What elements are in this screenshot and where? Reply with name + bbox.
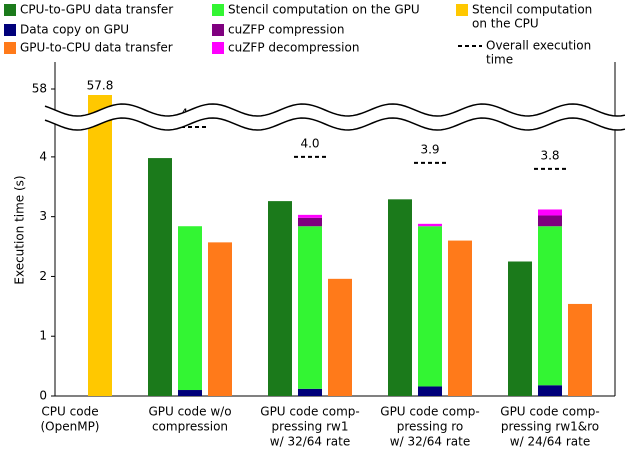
legend-label: GPU-to-CPU data transfer (20, 41, 173, 55)
x-tick-label: (OpenMP) (40, 420, 99, 434)
bar (328, 278, 352, 396)
legend-swatch (212, 4, 224, 16)
legend-swatch (212, 42, 224, 54)
legend-label: time (486, 53, 513, 67)
x-tick-label: CPU code (41, 405, 98, 419)
bar (298, 217, 322, 227)
x-tick-label: GPU code comp- (500, 405, 599, 419)
bar (298, 226, 322, 389)
x-tick-label: GPU code w/o (148, 405, 231, 419)
bar (538, 215, 562, 227)
x-tick-label: w/ 32/64 rate (270, 435, 350, 449)
x-tick-label: GPU code comp- (260, 405, 359, 419)
bar (178, 390, 202, 396)
legend-label: Stencil computation on the GPU (228, 3, 420, 17)
value-label: 4.0 (300, 136, 319, 150)
bar (568, 303, 592, 396)
legend-label: cuZFP compression (228, 23, 344, 37)
bar (508, 261, 532, 396)
x-tick-label: pressing ro (397, 420, 464, 434)
y-tick-label: 2 (39, 269, 47, 283)
value-label: 3.8 (540, 148, 559, 162)
legend-swatch (4, 24, 16, 36)
y-tick-label: 4 (39, 149, 47, 163)
bar (298, 388, 322, 396)
bar (178, 226, 202, 391)
axis-break-line (44, 117, 626, 131)
legend-swatch (4, 4, 16, 16)
value-label: 57.8 (87, 79, 114, 93)
bar (538, 385, 562, 396)
legend-swatch (456, 4, 468, 16)
bar (268, 201, 292, 396)
bar (88, 110, 112, 396)
legend-label: cuZFP decompression (228, 41, 359, 55)
bar (298, 214, 322, 218)
legend-swatch (4, 42, 16, 54)
bar (388, 199, 412, 396)
y-tick-label: 0 (39, 389, 47, 403)
bar (148, 158, 172, 396)
bar (418, 223, 442, 227)
value-label: 3.9 (420, 142, 439, 156)
bar (448, 240, 472, 396)
legend-label: CPU-to-GPU data transfer (20, 3, 173, 17)
y-tick-label: 1 (39, 329, 47, 343)
legend-label: Overall execution (486, 39, 591, 53)
bar (208, 242, 232, 396)
x-tick-label: w/ 32/64 rate (390, 435, 470, 449)
bar (418, 386, 442, 396)
legend-swatch (212, 24, 224, 36)
legend-label: Stencil computation (472, 3, 592, 17)
y-tick-label: 58 (32, 82, 47, 96)
bar (538, 226, 562, 386)
x-tick-label: GPU code comp- (380, 405, 479, 419)
x-tick-label: compression (152, 420, 228, 434)
legend-label: Data copy on GPU (20, 23, 129, 37)
axis-break (45, 104, 625, 130)
legend-label: on the CPU (472, 17, 539, 31)
bar (538, 209, 562, 216)
axis-break-line (44, 103, 626, 117)
x-tick-label: w/ 24/64 rate (510, 435, 590, 449)
x-tick-label: pressing rw1&ro (501, 420, 599, 434)
y-tick-label: 3 (39, 209, 47, 223)
bar (418, 226, 442, 387)
y-axis-label: Execution time (s) (13, 175, 27, 284)
x-tick-label: pressing rw1 (272, 420, 349, 434)
